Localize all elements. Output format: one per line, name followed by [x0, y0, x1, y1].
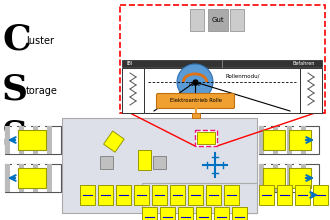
Bar [263, 130, 285, 150]
Text: Rollenmodu/: Rollenmodu/ [225, 74, 260, 79]
Bar [100, 156, 113, 169]
Text: torage: torage [26, 86, 58, 96]
Bar [142, 207, 157, 220]
Bar [295, 185, 310, 205]
Text: ystem: ystem [26, 132, 56, 142]
Bar [5, 126, 10, 154]
Bar [5, 126, 61, 154]
Text: Rolle: Rolle [189, 81, 201, 86]
Bar [259, 164, 264, 192]
Bar [40, 164, 45, 192]
Bar [160, 207, 175, 220]
Bar [19, 164, 24, 192]
Bar [301, 164, 306, 192]
Text: S: S [2, 72, 28, 106]
Bar [142, 183, 257, 213]
Bar [18, 130, 46, 150]
Bar [152, 185, 167, 205]
Bar [208, 9, 228, 31]
Bar [232, 207, 247, 220]
Bar [26, 164, 31, 192]
Bar [266, 126, 271, 154]
Text: IBI: IBI [127, 61, 133, 66]
Bar [191, 113, 200, 118]
Bar [273, 164, 278, 192]
Bar [190, 9, 204, 31]
Bar [116, 185, 131, 205]
Bar [98, 185, 113, 205]
Bar [313, 185, 328, 205]
Text: Gut: Gut [212, 17, 224, 23]
Bar [120, 5, 325, 113]
Bar [280, 164, 285, 192]
Bar [259, 126, 319, 154]
Bar [206, 185, 221, 205]
Bar [196, 207, 211, 220]
Bar [80, 185, 95, 205]
Bar [33, 126, 38, 154]
Bar [277, 185, 292, 205]
Bar [280, 126, 285, 154]
Text: luster: luster [26, 36, 54, 46]
Bar [138, 150, 151, 170]
Bar [40, 126, 45, 154]
Bar [47, 126, 52, 154]
Bar [47, 164, 52, 192]
Bar [294, 164, 299, 192]
Bar [287, 164, 292, 192]
Bar [214, 207, 229, 220]
Bar [178, 207, 193, 220]
Bar [12, 164, 17, 192]
Bar [170, 185, 185, 205]
Bar [18, 168, 46, 188]
Bar [5, 164, 10, 192]
Bar [12, 126, 17, 154]
Text: C: C [2, 22, 31, 56]
Bar [62, 118, 257, 213]
Bar [289, 168, 311, 188]
Bar [33, 164, 38, 192]
Bar [122, 60, 322, 67]
Bar [188, 185, 203, 205]
Bar [26, 126, 31, 154]
Bar [5, 164, 61, 192]
Circle shape [177, 64, 213, 100]
Bar [287, 126, 292, 154]
Text: S: S [2, 118, 28, 152]
Text: Befahren: Befahren [293, 61, 315, 66]
Bar [230, 9, 244, 31]
Bar [19, 126, 24, 154]
Bar [224, 185, 239, 205]
Bar [273, 126, 278, 154]
Bar [153, 156, 166, 169]
Bar [294, 126, 299, 154]
Bar [104, 131, 124, 152]
Text: Elektroantrieb Rolle: Elektroantrieb Rolle [170, 99, 221, 103]
Bar [195, 130, 217, 146]
Bar [121, 6, 324, 112]
Bar [300, 68, 322, 113]
Bar [289, 130, 311, 150]
Bar [266, 164, 271, 192]
Bar [259, 126, 264, 154]
Bar [122, 68, 144, 113]
FancyBboxPatch shape [156, 94, 235, 108]
Bar [259, 185, 274, 205]
Bar [301, 126, 306, 154]
Bar [144, 68, 300, 113]
Bar [263, 168, 285, 188]
Bar [197, 132, 215, 144]
Bar [259, 164, 319, 192]
Bar [134, 185, 149, 205]
